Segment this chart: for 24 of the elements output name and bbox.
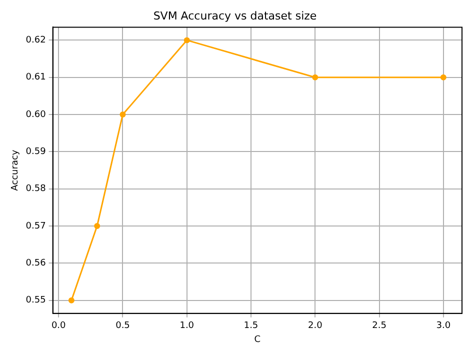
x-tick-label: 2.5 [372,321,386,332]
x-tick-label: 1.0 [180,321,194,332]
y-tick-label: 0.58 [26,184,46,194]
chart-title: SVM Accuracy vs dataset size [153,9,317,22]
point [94,223,100,230]
x-tick-label: 0.0 [51,321,66,332]
point [184,37,190,44]
x-axis-title: C [254,334,261,345]
point [312,74,318,80]
point [440,74,446,80]
x-tick-label: 2.0 [308,321,323,332]
x-tick-label: 1.5 [244,321,258,332]
y-tick-label: 0.60 [26,110,46,120]
x-tick-label: 3.0 [436,321,451,332]
y-tick-label: 0.59 [26,147,46,158]
x-tick-label: 0.5 [116,321,130,332]
y-axis-title: Accuracy [10,149,21,191]
point [120,112,126,118]
y-tick-label: 0.62 [26,36,46,46]
y-tick-label: 0.55 [26,296,46,306]
y-tick-label: 0.61 [26,72,46,83]
point [68,297,74,304]
y-tick-label: 0.57 [26,221,46,232]
y-tick-label: 0.56 [26,258,46,269]
